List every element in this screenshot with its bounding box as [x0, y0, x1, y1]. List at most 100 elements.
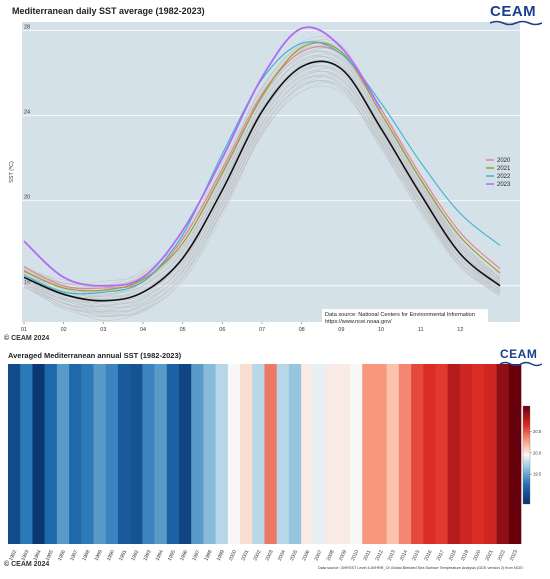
- year-tick-label: 2011: [362, 549, 372, 561]
- legend-label-2022: 2022: [497, 174, 511, 180]
- plot-background: [22, 22, 520, 322]
- climatology-series-line: [23, 60, 501, 300]
- year-tick-label: 1986: [57, 549, 67, 562]
- x-tick-label: 02: [61, 327, 67, 333]
- climatology-series-line: [23, 80, 501, 317]
- stripe-1983: [20, 364, 33, 544]
- source-box: [322, 309, 488, 326]
- year-tick-label: 1985: [45, 549, 55, 562]
- year-tick-label: 2005: [289, 549, 299, 562]
- year-tick-label: 1987: [69, 549, 79, 562]
- stripe-1996: [179, 364, 192, 544]
- daily-sst-panel: Mediterranean daily SST average (1982-20…: [4, 3, 542, 342]
- x-tick-label: 11: [418, 327, 424, 333]
- year-tick-label: 2000: [228, 549, 238, 562]
- climatology-series-line: [23, 80, 501, 317]
- x-tick-label: 08: [299, 327, 305, 333]
- stripe-2017: [435, 364, 449, 544]
- year-tick-label: 1990: [106, 549, 116, 562]
- stripe-1990: [105, 364, 119, 544]
- stripe-1984: [32, 364, 45, 544]
- year-tick-label: 2002: [252, 549, 262, 562]
- y-tick-label: 28: [24, 25, 30, 31]
- stripe-2003: [264, 364, 278, 544]
- climatology-series-line: [23, 80, 501, 316]
- series-line-2022: [23, 41, 501, 295]
- stripe-1994: [154, 364, 168, 544]
- legend-label-2021: 2021: [497, 166, 511, 172]
- stripe-1982: [8, 364, 21, 544]
- colorbar-tick-label: 20.0: [533, 450, 542, 455]
- climatology-series-line: [23, 53, 501, 297]
- stripe-2015: [411, 364, 424, 544]
- source-line-1: Data source: National Centers for Enviro…: [325, 312, 475, 318]
- ceam-logo-text-bottom: CEAM: [500, 347, 538, 361]
- year-tick-label: 1989: [94, 549, 104, 562]
- climatology-series-line: [23, 82, 501, 317]
- year-tick-label: 1982: [8, 549, 18, 562]
- stripe-1999: [215, 364, 229, 544]
- year-tick-label: 2021: [484, 549, 494, 562]
- stripe-2020: [472, 364, 485, 544]
- top-copyright: © CEAM 2024: [4, 335, 50, 342]
- stripe-2012: [374, 364, 387, 544]
- year-tick-label: 2016: [423, 549, 433, 562]
- climatology-series-line: [23, 68, 501, 307]
- year-tick-label: 2006: [301, 549, 311, 562]
- stripe-2006: [301, 364, 314, 544]
- source-line-2: https://www.ncei.noaa.gov/: [325, 319, 392, 325]
- stripe-2010: [350, 364, 363, 544]
- year-tick-label: 2014: [399, 549, 409, 562]
- year-tick-label: 2010: [350, 549, 360, 562]
- climatology-series-line: [23, 56, 501, 299]
- year-tick-label: 1988: [81, 549, 91, 562]
- x-tick-label: 03: [100, 327, 106, 333]
- series-line-2020: [23, 46, 501, 290]
- year-tick-label: 2015: [411, 549, 421, 562]
- year-tick-label: 2003: [265, 549, 275, 562]
- year-tick-label: 2022: [497, 549, 507, 562]
- stripe-1987: [69, 364, 82, 544]
- stripe-2000: [227, 364, 241, 544]
- stripe-2008: [325, 364, 339, 544]
- stripe-1989: [93, 364, 107, 544]
- year-tick-label: 2004: [277, 549, 287, 562]
- stripe-2002: [252, 364, 265, 544]
- year-tick-label: 2018: [448, 549, 458, 562]
- stripe-2009: [337, 364, 351, 544]
- bottom-chart-title: Averaged Mediterranean annual SST (1982-…: [8, 351, 182, 360]
- year-tick-label: 2007: [313, 549, 323, 562]
- stripe-1995: [166, 364, 180, 544]
- year-tick-label: 1999: [216, 549, 226, 562]
- year-tick-label: 1991: [118, 549, 128, 562]
- stripe-2007: [313, 364, 326, 544]
- year-tick-label: 1995: [167, 549, 177, 562]
- stripe-2021: [484, 364, 497, 544]
- climatology-series-line: [23, 74, 501, 312]
- stripe-2019: [459, 364, 473, 544]
- y-tick-label: 24: [24, 110, 30, 116]
- annual-sst-panel: Averaged Mediterranean annual SST (1982-…: [0, 346, 550, 574]
- year-tick-label: 1983: [20, 549, 30, 562]
- x-tick-label: 12: [457, 327, 463, 333]
- stripes-area: 1982 1983 1984 1985 1986 1987 1988 1989 1990 1991…: [8, 364, 522, 562]
- year-tick-label: 2023: [509, 549, 519, 562]
- stripe-1998: [203, 364, 216, 544]
- climatology-series-line: [23, 85, 501, 321]
- x-tick-label: 07: [259, 327, 265, 333]
- stripe-2014: [398, 364, 412, 544]
- colorbar-tick-label: 20.5: [533, 429, 542, 434]
- series-line-2021: [23, 42, 501, 292]
- x-tick-label: 01: [21, 327, 27, 333]
- stripe-2013: [386, 364, 400, 544]
- daily-sst-chart: Mediterranean daily SST average (1982-20…: [8, 6, 520, 333]
- year-tick-label: 1992: [130, 549, 140, 562]
- series-line-2023: [23, 26, 382, 287]
- year-tick-label: 1998: [204, 549, 214, 562]
- colorbar-tick-label: 19.5: [533, 472, 542, 477]
- year-tick-label: 2020: [472, 549, 482, 562]
- stripe-2011: [362, 364, 375, 544]
- colorbar-gradient: [522, 405, 531, 505]
- year-tick-label: 2013: [387, 549, 397, 562]
